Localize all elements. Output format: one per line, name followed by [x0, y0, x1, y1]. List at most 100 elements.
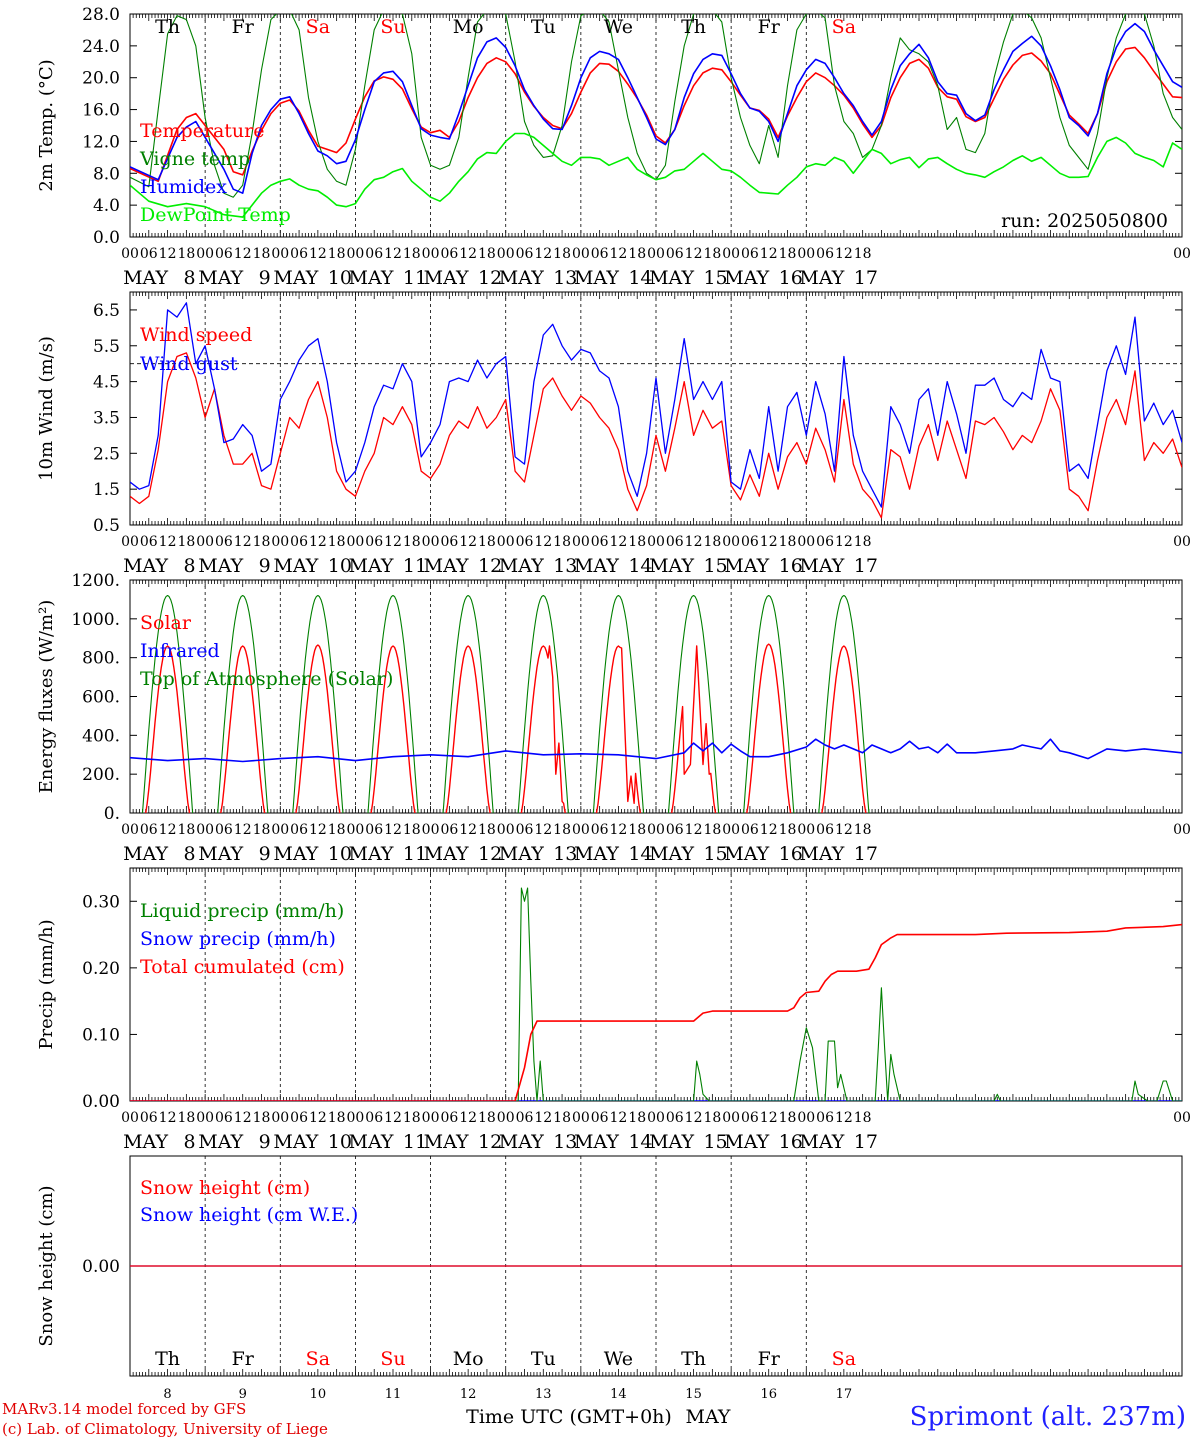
hour-label: 06: [290, 1110, 308, 1126]
hour-label: 12: [685, 1110, 703, 1126]
series-line: [130, 352, 1182, 519]
y-tick-label: 0.5: [93, 516, 120, 536]
cumulated-line: [130, 923, 1182, 1101]
hour-label: 18: [628, 1110, 646, 1126]
hour-label: 00: [347, 1110, 365, 1126]
legend-entry: Total cumulated (cm): [140, 956, 345, 978]
weekday-label: Th: [681, 16, 706, 38]
day-label: 13: [553, 555, 577, 577]
month-label: MAY: [198, 267, 243, 289]
solar-curve: [220, 645, 266, 813]
series-line: [130, 46, 1182, 183]
hour-label: 18: [703, 1110, 721, 1126]
hour-label: 18: [703, 246, 721, 262]
toa-solar-curve: [367, 594, 419, 813]
hour-label: 06: [741, 1110, 759, 1126]
month-label: MAY: [499, 843, 544, 865]
weekday-label: Mo: [453, 1348, 484, 1370]
hour-label: 18: [553, 822, 571, 838]
solar-curve: [671, 645, 717, 813]
hour-label: 12: [459, 246, 477, 262]
hour-label: 06: [365, 246, 383, 262]
hour-label: 06: [591, 246, 609, 262]
weekday-label: Sa: [306, 1348, 330, 1370]
hour-label: 18: [328, 1110, 346, 1126]
month-label: MAY: [349, 267, 394, 289]
hour-label: 12: [760, 534, 778, 550]
lab-credit: (c) Lab. of Climatology, University of L…: [2, 1420, 328, 1438]
month-label: MAY: [198, 555, 243, 577]
y-tick-label: 600.: [82, 688, 120, 708]
solar-curve: [746, 643, 792, 813]
month-label: MAY: [273, 843, 318, 865]
toa-solar-curve: [743, 594, 795, 813]
day-number: 15: [685, 1387, 702, 1402]
hour-label: 12: [610, 534, 628, 550]
panel-1: 0.0 4.0 8.0 12.0 16.0 20.0 24.0 28.0 2m Temp. (°…: [36, 5, 1191, 289]
y-tick-label: 0.10: [82, 1025, 120, 1045]
day-label: 12: [478, 843, 502, 865]
month-label: MAY: [574, 1131, 619, 1153]
y-tick-label: 1200.: [71, 571, 120, 591]
hour-label: 00: [497, 822, 515, 838]
day-label: 9: [259, 843, 271, 865]
hour-label: 00: [347, 246, 365, 262]
weekday-label: Mo: [453, 16, 484, 38]
solar-curve: [295, 644, 341, 813]
hour-label: 12: [534, 534, 552, 550]
hour-label: 00: [647, 822, 665, 838]
day-number: 14: [610, 1387, 627, 1402]
hour-label: 00: [572, 822, 590, 838]
month-label: MAY: [799, 1131, 844, 1153]
day-label: 9: [259, 555, 271, 577]
month-label: MAY: [123, 843, 168, 865]
hour-label: 18: [854, 1110, 872, 1126]
hour-label: 00: [797, 1110, 815, 1126]
hour-ticks: [129, 868, 1183, 1101]
hour-label: 18: [478, 822, 496, 838]
month-label: MAY: [649, 1131, 694, 1153]
hour-label: 18: [328, 822, 346, 838]
toa-solar-curve: [442, 594, 494, 813]
day-label: 8: [184, 1131, 196, 1153]
day-label: 12: [478, 267, 502, 289]
month-label: MAY: [799, 843, 844, 865]
series-line: [130, 302, 1182, 508]
month-label: MAY: [198, 843, 243, 865]
toa-solar-curve: [517, 594, 569, 813]
hour-label: 00: [497, 534, 515, 550]
hour-label: 18: [478, 246, 496, 262]
month-label: MAY: [799, 267, 844, 289]
legend-entry: Solar: [140, 612, 192, 634]
hour-label: 00: [1173, 1110, 1191, 1126]
y-tick-label: 0.20: [82, 959, 120, 979]
y-tick-label: 4.0: [93, 196, 120, 216]
y-tick-label: 5.5: [93, 337, 120, 357]
hour-label: 18: [328, 534, 346, 550]
month-label: MAY: [499, 267, 544, 289]
hour-label: 00: [196, 246, 214, 262]
y-axis-label: Snow height (cm): [36, 1185, 57, 1346]
month-label: MAY: [123, 267, 168, 289]
hour-label: 00: [347, 822, 365, 838]
hour-label: 06: [741, 246, 759, 262]
day-label: 13: [553, 267, 577, 289]
y-tick-label: 0.0: [93, 228, 120, 248]
y-tick-label: 6.5: [93, 301, 120, 321]
hour-label: 12: [309, 822, 327, 838]
hour-label: 00: [572, 246, 590, 262]
month-label: MAY: [649, 555, 694, 577]
hour-label: 12: [159, 1110, 177, 1126]
month-label: MAY: [649, 267, 694, 289]
x-axis-month: MAY: [686, 1406, 731, 1428]
legend-entry: Liquid precip (mm/h): [140, 900, 344, 922]
hour-label: 06: [365, 822, 383, 838]
hour-label: 18: [553, 1110, 571, 1126]
weekday-label: Sa: [306, 16, 330, 38]
day-label: 16: [779, 267, 803, 289]
day-label: 16: [779, 843, 803, 865]
y-tick-label: 0.: [104, 804, 120, 824]
weekday-label: Fr: [232, 16, 255, 38]
series-layer: [130, 594, 1182, 813]
month-label: MAY: [649, 843, 694, 865]
